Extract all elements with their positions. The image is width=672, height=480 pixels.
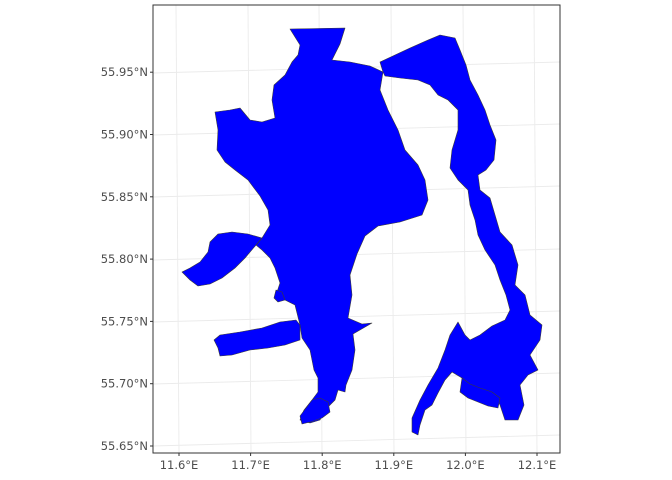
y-tick-label: 55.85°N xyxy=(101,190,148,204)
land-features xyxy=(181,27,543,436)
x-tick-label: 11.6°E xyxy=(160,458,199,472)
grid-line-lat-55-75 xyxy=(152,310,561,323)
y-tick-label: 55.95°N xyxy=(101,65,148,79)
x-tick-label: 12.0°E xyxy=(446,458,485,472)
y-tick-label: 55.90°N xyxy=(101,128,148,142)
grid-line-lon-11-6 xyxy=(175,4,180,454)
northeast-arm xyxy=(379,34,543,436)
x-tick-label: 11.8°E xyxy=(303,458,342,472)
south-islet xyxy=(299,397,331,425)
west-peninsula xyxy=(181,231,263,287)
x-axis: 11.6°E 11.7°E 11.8°E 11.9°E 12.0°E 12.1°E xyxy=(160,453,557,472)
x-tick-label: 11.7°E xyxy=(231,458,270,472)
grid-line-lon-11-9 xyxy=(390,4,395,454)
x-tick-label: 12.1°E xyxy=(518,458,557,472)
southeast-lobe xyxy=(459,377,501,409)
southwest-peninsula xyxy=(213,319,301,357)
panel-border xyxy=(152,4,561,454)
y-tick-label: 55.80°N xyxy=(101,252,148,266)
x-tick-label: 11.9°E xyxy=(374,458,413,472)
y-axis: 55.65°N 55.70°N 55.75°N 55.80°N 55.85°N 55.90… xyxy=(101,65,153,453)
grid-line-lon-12-1 xyxy=(533,4,538,454)
grid-line-lon-11-7 xyxy=(247,4,252,454)
small-islet xyxy=(273,289,286,303)
grid-line-lat-55-65 xyxy=(152,434,561,447)
y-tick-label: 55.65°N xyxy=(101,439,148,453)
main-island xyxy=(214,27,429,424)
y-tick-label: 55.70°N xyxy=(101,377,148,391)
y-tick-label: 55.75°N xyxy=(101,314,148,328)
